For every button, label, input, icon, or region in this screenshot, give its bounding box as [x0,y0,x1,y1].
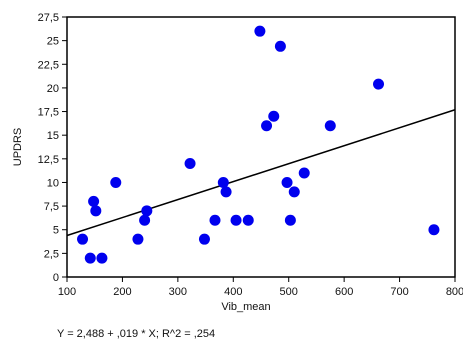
y-tick-label: 17,5 [38,107,59,119]
data-point [84,252,96,264]
plot-frame [66,16,456,278]
data-point [220,186,232,198]
plot-border [66,16,456,278]
regression-line [66,109,456,237]
y-tick-label: 12,5 [38,154,59,166]
data-point [132,233,144,245]
x-tick-label: 300 [169,286,187,298]
y-tick-label: 7,5 [44,201,59,213]
data-point [110,176,122,188]
data-point [428,224,440,236]
y-tick-label: 5 [53,225,59,237]
x-tick-label: 500 [280,286,298,298]
data-point [139,214,151,226]
data-point [261,120,273,132]
y-tick-label: 15 [47,130,59,142]
fit-line-layer [66,109,456,237]
y-tick-label: 22,5 [38,59,59,71]
data-point [284,214,296,226]
data-point [141,205,153,217]
data-point [217,176,229,188]
data-point [298,167,310,179]
x-tick-label: 100 [58,286,76,298]
x-tick-label: 200 [113,286,131,298]
data-point [254,25,266,37]
y-tick-label: 25 [47,36,59,48]
y-tick-label: 20 [47,83,59,95]
data-point [90,205,102,217]
data-point [96,252,108,264]
x-axis-title: Vib_mean [221,301,270,313]
y-tick-label: 2,5 [44,248,59,260]
y-axis: 0 2,5 5 7,5 10 12,5 15 17,5 20 22,5 25 27,5 [38,12,67,284]
data-point [88,195,100,207]
data-point [209,214,221,226]
data-point [230,214,242,226]
y-tick-label: 27,5 [38,12,59,24]
x-tick-label: 400 [224,286,242,298]
y-tick-label: 10 [47,177,59,189]
x-tick-label: 800 [446,286,463,298]
data-point [288,186,300,198]
regression-equation: Y = 2,488 + ,019 * X; R^2 = ,254 [57,328,215,340]
data-point [242,214,254,226]
data-point [198,233,210,245]
y-axis-title: UPDRS [12,128,24,167]
data-point [184,158,196,170]
data-point [373,78,385,90]
x-tick-label: 700 [390,286,408,298]
data-point [77,233,89,245]
data-point [281,176,293,188]
y-tick-label: 0 [53,272,59,284]
data-point [274,40,286,52]
x-tick-label: 600 [335,286,353,298]
data-point [324,120,336,132]
x-axis: 100 200 300 400 500 600 700 800 [58,277,463,298]
points-layer [77,25,440,264]
data-point [268,110,280,122]
